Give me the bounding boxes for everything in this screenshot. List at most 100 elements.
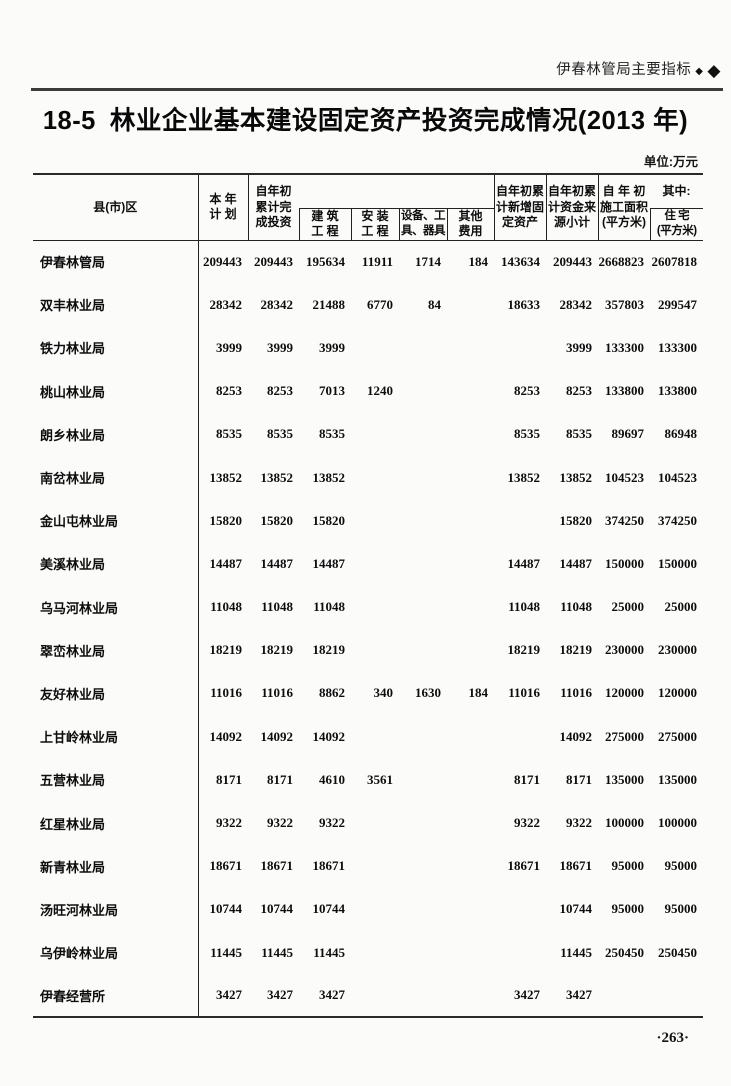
value-cell: 11016 [210,685,242,701]
value-cell: 250450 [658,944,697,960]
header-new-fixed-assets: 自年初累 计新增固 定资产 [493,173,546,241]
value-cell [351,801,399,844]
value-cell [399,542,447,585]
county-name: 上甘岭林业局 [33,715,199,759]
table-row: 翠峦林业局 18219 18219 18219 18219 18219 230000 2300… [33,628,703,672]
value-cell [447,499,494,542]
value-cell [399,456,447,499]
value-cell: 11048 [210,599,242,615]
table-number: 18-5 [42,107,96,135]
value-cell: 2607818 [651,253,698,269]
value-cell [447,715,494,758]
value-cell: 8171 [566,771,592,787]
county-name: 桃山林业局 [33,369,199,413]
value-cell: 3999 [267,339,293,355]
value-cell [351,974,399,1019]
value-cell [351,888,399,931]
table-title-text: 林业企业基本建设固定资产投资完成情况(2013 年) [109,107,689,135]
table-row: 南岔林业局 13852 13852 13852 13852 13852 104523 1045… [33,455,703,500]
table-row: 伊春经营所 3427 3427 3427 3427 3427 [33,974,703,1019]
value-cell: 374250 [658,512,697,528]
value-cell [399,370,447,413]
value-cell: 8253 [566,383,592,399]
value-cell: 18219 [559,642,593,658]
table-body: 伊春林管局 209443 209443 195634 11911 1714 184 14363… [33,240,703,1019]
value-cell: 14487 [209,555,243,571]
value-cell [351,715,399,758]
value-cell [351,499,399,542]
value-cell [351,586,399,629]
diamond-small-icon: ◆ [695,66,704,77]
county-name: 伊春经营所 [33,974,199,1019]
table-row: 桃山林业局 8253 8253 7013 1240 8253 8253 133800 13380… [33,369,703,413]
county-name: 汤旺河林业局 [33,887,199,931]
value-cell: 84 [428,296,441,312]
county-name: 金山屯林业局 [33,499,199,543]
value-cell: 100000 [658,815,697,831]
value-cell: 11048 [313,599,345,615]
value-cell: 8535 [216,426,242,442]
value-cell: 195634 [306,253,345,269]
value-cell: 1630 [415,685,441,701]
value-cell: 11445 [560,944,592,960]
value-cell: 8535 [566,426,592,442]
header-other-expenses: 其他 费用 [447,207,494,241]
value-cell: 11445 [261,944,293,960]
value-cell: 10744 [209,901,243,917]
value-cell: 11445 [210,944,242,960]
header-installation-works: 安 装 工 程 [351,207,400,241]
value-cell: 89697 [611,426,645,442]
value-cell [494,888,546,931]
header-spacer [299,173,494,208]
value-cell: 11016 [508,685,540,701]
value-cell [447,413,494,456]
value-cell: 8253 [267,383,293,399]
value-cell: 25000 [664,599,698,615]
value-cell: 15820 [559,512,593,528]
value-cell: 11048 [261,599,293,615]
value-cell: 230000 [658,642,697,658]
value-cell [494,499,546,542]
value-cell: 9322 [267,815,293,831]
value-cell: 14092 [312,728,346,744]
value-cell: 10744 [312,901,346,917]
value-cell: 184 [468,253,489,269]
value-cell: 184 [468,685,489,701]
table-row: 新青林业局 18671 18671 18671 18671 18671 95000 95000 [33,844,703,888]
value-cell: 133300 [605,339,644,355]
table-row: 上甘岭林业局 14092 14092 14092 14092 275000 275000 [33,715,703,759]
value-cell: 9322 [319,815,345,831]
value-cell [447,758,494,801]
table-row: 金山屯林业局 15820 15820 15820 15820 374250 374250 [33,499,703,543]
value-cell: 3999 [566,339,592,355]
unit-label: 单位:万元 [643,155,698,169]
value-cell: 3427 [299,974,351,1019]
value-cell [399,499,447,542]
header-construction-works: 建 筑 工 程 [298,207,352,241]
value-cell: 104523 [658,469,697,485]
value-cell: 18671 [312,858,346,874]
value-cell: 150000 [605,555,644,571]
value-cell: 133800 [605,383,644,399]
header-annual-plan: 本 年 计 划 [198,173,249,241]
diamond-large-icon: ◆ [707,61,721,80]
value-cell [399,586,447,629]
county-name: 美溪林业局 [33,542,199,586]
value-cell [399,326,447,369]
value-cell: 14092 [559,728,593,744]
value-cell: 374250 [605,512,644,528]
value-cell: 135000 [658,771,697,787]
value-cell: 357803 [605,296,644,312]
header-construction-area: 自 年 初 施工面积 (平方米) [597,173,650,241]
value-cell [447,801,494,844]
header-residential: 住 宅 (平方米) [649,207,703,241]
value-cell: 25000 [611,599,645,615]
value-cell [351,326,399,369]
value-cell: 8253 [514,383,540,399]
value-cell: 14092 [209,728,243,744]
county-name: 乌伊岭林业局 [33,931,199,975]
table-row: 五营林业局 8171 8171 4610 3561 8171 8171 135000 13500… [33,758,703,802]
value-cell: 95000 [611,901,645,917]
running-header: 伊春林管局主要指标 ◆ ◆ [556,58,721,79]
value-cell: 9322 [216,815,242,831]
